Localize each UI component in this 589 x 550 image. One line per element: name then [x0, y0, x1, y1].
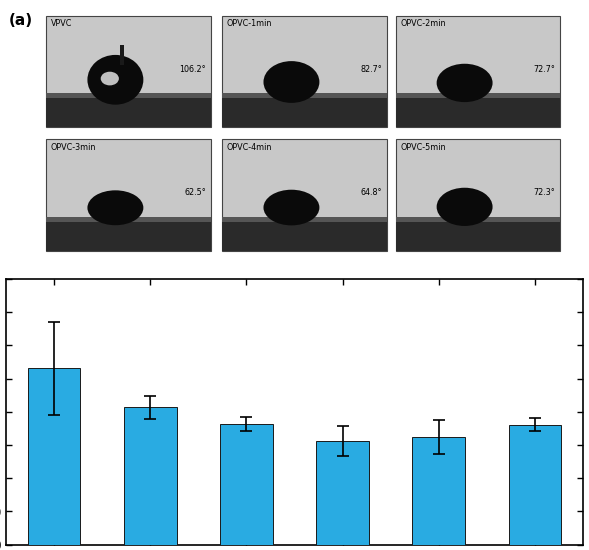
Bar [47, 140, 211, 251]
Bar [47, 94, 211, 127]
Bar [220, 424, 273, 544]
Bar [396, 94, 560, 127]
Bar [223, 140, 387, 251]
Bar [396, 217, 560, 251]
Text: OPVC-1min: OPVC-1min [227, 19, 272, 29]
Bar [47, 217, 211, 251]
Bar [412, 437, 465, 544]
Ellipse shape [436, 64, 492, 102]
Ellipse shape [101, 72, 119, 85]
Text: VPVC: VPVC [51, 19, 72, 29]
Bar [47, 94, 211, 98]
Text: 72.7°: 72.7° [534, 64, 555, 74]
Text: (a): (a) [9, 13, 33, 28]
Bar [28, 368, 81, 544]
Ellipse shape [263, 190, 319, 225]
Bar [396, 15, 560, 127]
Bar [120, 45, 124, 65]
Text: OPVC-4min: OPVC-4min [227, 144, 272, 152]
Bar [508, 425, 561, 544]
Text: OPVC-5min: OPVC-5min [400, 144, 446, 152]
Text: 82.7°: 82.7° [360, 64, 382, 74]
Ellipse shape [87, 190, 143, 225]
Bar [316, 441, 369, 544]
Bar [47, 15, 211, 127]
Ellipse shape [87, 55, 143, 104]
Bar [396, 140, 560, 251]
Bar [223, 94, 387, 98]
Bar [223, 94, 387, 127]
Bar [223, 15, 387, 127]
Ellipse shape [263, 61, 319, 103]
Text: 72.3°: 72.3° [534, 189, 555, 197]
Text: OPVC-2min: OPVC-2min [400, 19, 446, 29]
Ellipse shape [436, 188, 492, 226]
Text: 62.5°: 62.5° [184, 189, 206, 197]
Bar [124, 408, 177, 544]
Bar [396, 94, 560, 98]
Text: OPVC-3min: OPVC-3min [51, 144, 96, 152]
Text: 64.8°: 64.8° [360, 189, 382, 197]
Bar [223, 217, 387, 222]
Bar [396, 217, 560, 222]
Bar [223, 217, 387, 251]
Bar [47, 217, 211, 222]
Text: 106.2°: 106.2° [180, 64, 206, 74]
